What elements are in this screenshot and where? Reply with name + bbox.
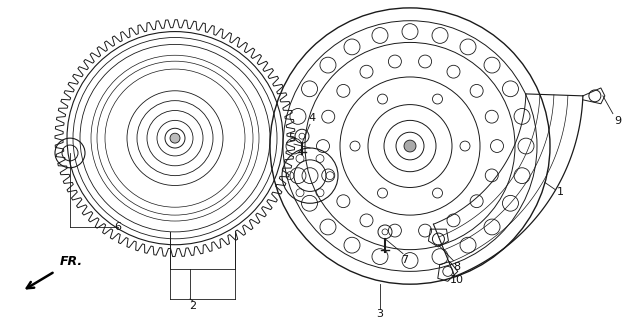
Text: 2: 2	[189, 301, 196, 311]
Text: 3: 3	[376, 309, 383, 319]
Circle shape	[404, 140, 416, 152]
Text: 1: 1	[557, 188, 563, 197]
Text: FR.: FR.	[60, 256, 83, 268]
Text: 6: 6	[115, 222, 122, 232]
Text: 9: 9	[614, 115, 621, 126]
Text: 10: 10	[449, 275, 463, 286]
Text: 5: 5	[289, 133, 296, 143]
Text: 7: 7	[401, 255, 408, 264]
Circle shape	[170, 133, 180, 143]
Text: 8: 8	[453, 262, 460, 272]
Text: 4: 4	[308, 114, 316, 123]
